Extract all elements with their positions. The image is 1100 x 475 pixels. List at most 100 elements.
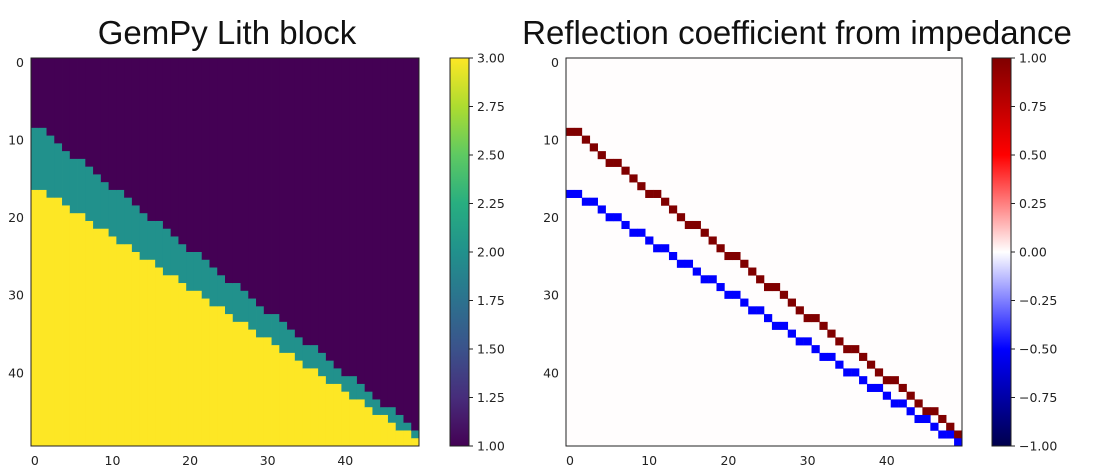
left-colorbar-tick-labels: 1.00 1.25 1.50 1.75 2.00 2.25 2.50 2.75 3.00	[469, 51, 505, 454]
lith-cell-run	[263, 314, 272, 338]
lith-cell-run	[411, 58, 420, 431]
lith-cell-run	[193, 252, 203, 292]
left-x-tick-label: 20	[182, 453, 198, 468]
reflection-cell-negative	[621, 220, 630, 230]
lith-cell-run	[294, 360, 303, 447]
lith-cell-run	[403, 422, 412, 431]
lith-cell-run	[341, 58, 350, 377]
reflection-cell-positive	[835, 337, 844, 346]
lith-cell-run	[38, 189, 47, 447]
left-colorbar-tick-label: 2.25	[477, 196, 505, 211]
lith-cell-run	[108, 236, 117, 447]
lith-cell-run	[240, 290, 249, 323]
right-y-tick-label: 0	[551, 55, 559, 70]
lith-cell-run	[372, 399, 381, 416]
lith-cell-run	[240, 58, 249, 292]
reflection-cell-negative	[732, 290, 741, 299]
lith-cell-run	[387, 58, 397, 408]
lith-cell-run	[139, 58, 148, 214]
lith-cell-run	[387, 422, 397, 447]
lith-cell-run	[85, 58, 94, 168]
lith-cell-run	[147, 259, 156, 447]
lith-cell-run	[310, 368, 319, 447]
left-x-tick-label: 0	[31, 453, 39, 468]
right-y-tick-label: 40	[543, 365, 559, 380]
lith-cell-run	[225, 58, 234, 284]
lith-cell-run	[240, 321, 249, 447]
lith-cell-run	[263, 58, 272, 315]
lith-cell-run	[325, 58, 335, 362]
lith-cell-run	[116, 244, 125, 447]
reflection-cell-positive	[573, 127, 583, 136]
right-x-tick-label: 10	[641, 453, 657, 468]
lith-cell-run	[225, 314, 234, 447]
reflection-cell-negative	[803, 337, 812, 346]
lith-cell-run	[170, 275, 179, 447]
lith-cell-run	[162, 58, 172, 230]
lith-cell-run	[263, 337, 272, 447]
lith-cell-run	[201, 259, 210, 299]
lith-cell-run	[100, 228, 109, 447]
lith-cell-run	[217, 306, 226, 447]
lith-cell-run	[162, 228, 172, 276]
lith-cell-run	[364, 407, 373, 447]
reflection-cell-negative	[692, 267, 701, 276]
reflection-cell-positive	[922, 407, 931, 416]
left-y-tick-labels: 0 10 20 30 40	[8, 55, 24, 380]
lith-cell-run	[403, 430, 412, 447]
lith-cell-run	[217, 275, 226, 307]
reflection-cell-negative	[764, 314, 773, 323]
lith-cell-run	[46, 58, 55, 136]
lith-cell-run	[349, 376, 358, 400]
lith-cell-run	[403, 58, 412, 424]
reflection-cell-positive	[946, 422, 955, 431]
lith-cell-run	[147, 58, 156, 222]
reflection-cell-positive	[748, 267, 757, 276]
reflection-cell-negative	[756, 306, 765, 315]
lith-cell-run	[341, 376, 350, 393]
right-chart-title: Reflection coefficient from impedance	[522, 14, 1072, 51]
reflection-cell-positive	[637, 182, 646, 191]
left-heatmap-cells	[31, 58, 420, 447]
reflection-cell-positive	[819, 321, 828, 330]
lith-cell-run	[170, 58, 179, 237]
lith-cell-run	[256, 306, 265, 338]
left-colorbar-tick-label: 2.75	[477, 99, 505, 114]
lith-cell-run	[333, 368, 342, 385]
left-plot-frame	[30, 57, 420, 447]
lith-cell-run	[271, 314, 280, 346]
reflection-cell-negative	[700, 275, 709, 284]
lith-cell-run	[46, 197, 55, 447]
reflection-cell-negative	[613, 213, 622, 222]
right-colorbar-tick-labels: 1.00 0.75 0.50 0.25 0.00 −0.25 −0.50 −0.75 −1.00	[1011, 51, 1057, 454]
lith-cell-run	[294, 337, 303, 362]
lith-cell-run	[364, 391, 373, 408]
right-y-tick-label: 30	[543, 288, 559, 303]
lith-cell-run	[395, 58, 404, 416]
reflection-cell-negative	[946, 430, 955, 439]
reflection-cell-positive	[597, 151, 606, 160]
lith-cell-run	[201, 298, 210, 447]
left-colorbar-tick-label: 1.75	[477, 293, 505, 308]
lith-cell-run	[209, 306, 218, 447]
left-colorbar-tick-label: 2.50	[477, 148, 505, 163]
reflection-cell-negative	[573, 189, 583, 198]
lith-cell-run	[318, 58, 327, 354]
lith-cell-run	[38, 127, 47, 191]
lith-cell-run	[193, 290, 203, 447]
reflection-cell-positive	[795, 306, 804, 315]
left-colorbar-tick-label: 1.00	[477, 439, 505, 454]
reflection-cell-positive	[732, 252, 741, 261]
lith-cell-run	[54, 58, 63, 144]
reflection-cell-positive	[724, 252, 733, 261]
right-colorbar-tick-label: −0.50	[1019, 342, 1057, 357]
reflection-cell-negative	[874, 383, 884, 392]
lith-cell-run	[147, 220, 156, 261]
lith-cell-run	[356, 383, 366, 400]
lith-cell-run	[93, 228, 102, 447]
right-x-tick-labels: 0 10 20 30 40	[566, 453, 895, 468]
lith-cell-run	[349, 399, 358, 447]
reflection-cell-positive	[676, 213, 686, 222]
reflection-cell-negative	[629, 228, 638, 237]
lith-cell-run	[54, 197, 63, 447]
